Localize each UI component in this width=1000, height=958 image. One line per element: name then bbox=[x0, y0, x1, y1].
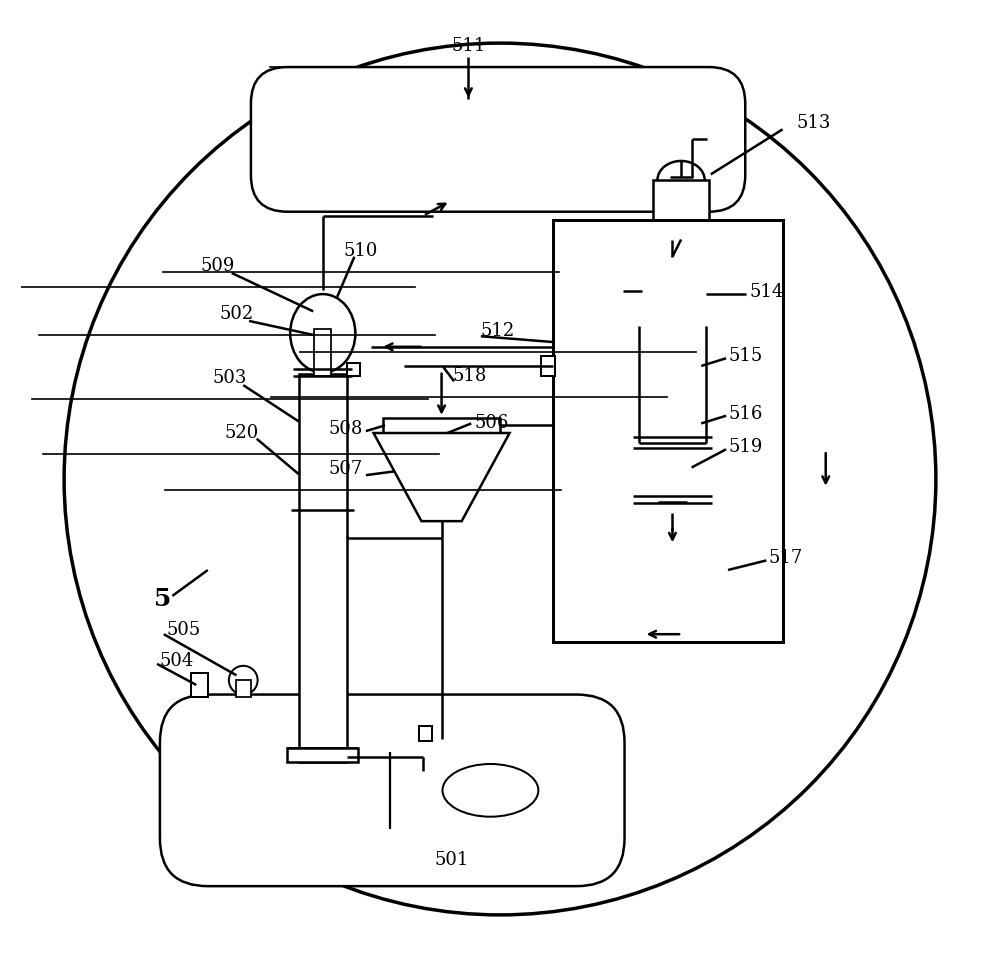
FancyBboxPatch shape bbox=[251, 67, 745, 212]
Text: 512: 512 bbox=[481, 322, 515, 339]
Bar bbox=[314, 329, 331, 376]
Circle shape bbox=[229, 666, 258, 695]
Bar bbox=[541, 356, 555, 376]
Text: 519: 519 bbox=[728, 439, 762, 456]
Text: 513: 513 bbox=[797, 114, 831, 131]
Ellipse shape bbox=[290, 294, 355, 373]
Text: 505: 505 bbox=[167, 622, 201, 639]
Bar bbox=[607, 517, 724, 621]
Bar bbox=[383, 418, 500, 433]
Bar bbox=[653, 180, 709, 240]
Text: 520: 520 bbox=[224, 424, 258, 442]
Bar bbox=[347, 363, 360, 376]
Text: 514: 514 bbox=[749, 284, 783, 301]
FancyBboxPatch shape bbox=[160, 695, 625, 886]
Text: 511: 511 bbox=[451, 37, 486, 55]
Bar bbox=[419, 726, 432, 741]
Text: 508: 508 bbox=[329, 421, 363, 438]
Bar bbox=[299, 374, 347, 762]
Bar bbox=[642, 257, 703, 326]
Text: 502: 502 bbox=[219, 306, 254, 323]
Text: 506: 506 bbox=[474, 415, 509, 432]
Bar bbox=[287, 748, 358, 762]
Bar bbox=[236, 680, 251, 697]
Text: 518: 518 bbox=[452, 367, 487, 384]
Polygon shape bbox=[639, 448, 706, 502]
Polygon shape bbox=[374, 433, 510, 521]
Text: 501: 501 bbox=[435, 852, 469, 869]
Text: 5: 5 bbox=[154, 586, 171, 611]
Text: 510: 510 bbox=[344, 242, 378, 260]
Text: 504: 504 bbox=[160, 652, 194, 670]
Text: 515: 515 bbox=[728, 348, 762, 365]
Bar bbox=[623, 283, 635, 300]
Text: 507: 507 bbox=[329, 461, 363, 478]
Text: 516: 516 bbox=[728, 405, 762, 422]
Bar bbox=[191, 673, 208, 697]
Text: 509: 509 bbox=[200, 258, 235, 275]
Text: 517: 517 bbox=[768, 549, 802, 566]
Text: 503: 503 bbox=[213, 370, 247, 387]
Bar bbox=[553, 220, 783, 642]
